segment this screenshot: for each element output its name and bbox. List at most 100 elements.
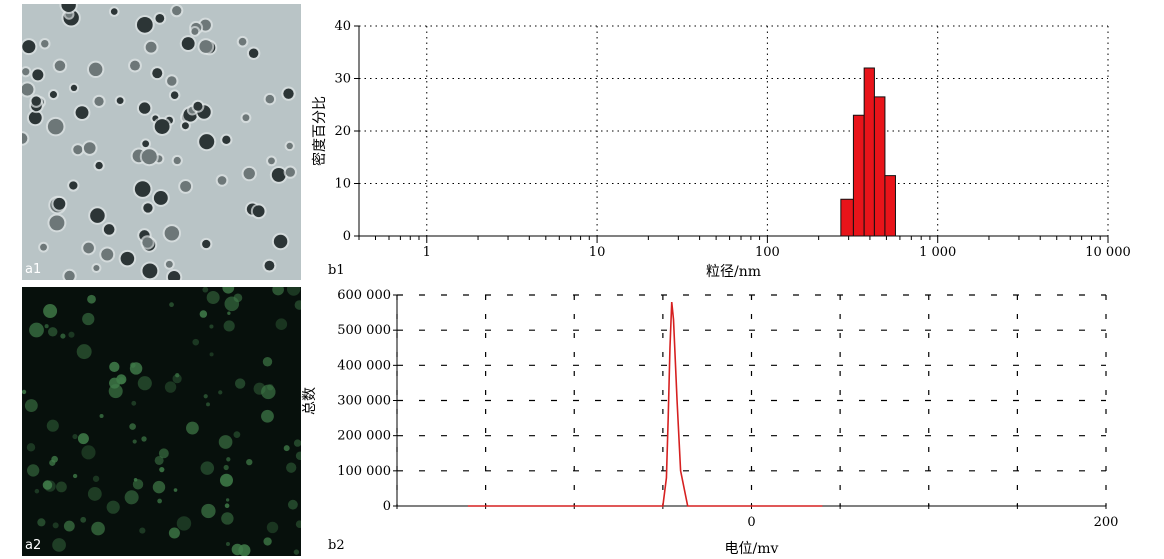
fluorescent-particle bbox=[132, 439, 137, 444]
cell bbox=[142, 237, 153, 248]
panel-tag-a1: a1 bbox=[25, 262, 42, 277]
fluorescent-particle bbox=[159, 467, 165, 473]
cell bbox=[152, 68, 163, 79]
zeta-series-line bbox=[467, 301, 823, 507]
cell bbox=[75, 106, 89, 120]
cell bbox=[64, 270, 75, 280]
y-tick-label: 600 000 bbox=[337, 288, 391, 303]
cell bbox=[173, 156, 181, 165]
y-tick-label: 300 000 bbox=[337, 394, 391, 409]
fluorescent-particle bbox=[29, 322, 44, 338]
cell bbox=[248, 48, 259, 58]
fluorescent-particle bbox=[261, 384, 276, 400]
cell bbox=[49, 91, 57, 99]
fluorescent-particle bbox=[224, 503, 230, 509]
cell bbox=[61, 4, 76, 13]
fluorescent-particle bbox=[209, 352, 214, 357]
cell bbox=[94, 96, 104, 106]
cell bbox=[22, 133, 28, 144]
fluorescent-particle bbox=[92, 475, 100, 482]
fluorescent-particle bbox=[24, 399, 38, 412]
fluorescent-particle bbox=[129, 423, 136, 430]
fluorescent-particle bbox=[263, 537, 272, 546]
micrograph-brightfield-image bbox=[22, 4, 297, 280]
fluorescent-particle bbox=[283, 445, 290, 452]
x-tick-label: 100 bbox=[755, 245, 780, 260]
fluorescent-particle bbox=[234, 378, 246, 389]
cell bbox=[181, 122, 189, 130]
fluorescent-particle bbox=[223, 464, 229, 471]
fluorescent-particle bbox=[209, 324, 214, 329]
cell bbox=[170, 91, 179, 99]
fluorescent-particle bbox=[152, 480, 166, 494]
cell bbox=[153, 191, 168, 205]
fluorescent-particle bbox=[139, 527, 146, 534]
cell bbox=[54, 60, 66, 72]
cell bbox=[53, 197, 66, 210]
fluorescent-particle bbox=[26, 443, 36, 452]
fluorescent-particle bbox=[224, 296, 240, 312]
fluorescent-particle bbox=[164, 381, 177, 393]
cell bbox=[22, 40, 36, 54]
fluorescent-particle bbox=[201, 503, 216, 519]
fluorescent-particle bbox=[202, 287, 209, 293]
cell bbox=[32, 69, 44, 81]
fluorescent-particle bbox=[225, 541, 230, 546]
cell bbox=[268, 157, 275, 165]
fluorescent-particle bbox=[223, 320, 235, 332]
fluorescent-particle bbox=[42, 480, 53, 490]
cell bbox=[90, 208, 105, 223]
cell bbox=[28, 111, 42, 125]
fluorescent-particle bbox=[76, 344, 92, 360]
fluorescent-particle bbox=[132, 479, 144, 490]
cell bbox=[165, 260, 173, 268]
panel-tag-b2: b2 bbox=[328, 538, 345, 553]
fluorescent-particle bbox=[221, 512, 234, 525]
cell bbox=[222, 135, 231, 144]
fluorescent-particle bbox=[63, 520, 75, 532]
fluorescent-particle bbox=[192, 338, 200, 346]
fluorescent-particle bbox=[238, 544, 251, 556]
cell bbox=[265, 94, 275, 104]
fluorescent-particle bbox=[87, 486, 102, 501]
fluorescent-particle bbox=[124, 490, 139, 505]
fluorescent-particle bbox=[99, 413, 104, 419]
zeta-potential-chart: 0 100 000 200 000 300 000 400 000 500 000 600 … bbox=[302, 288, 1118, 557]
fluorescent-particle bbox=[173, 488, 178, 492]
fluorescent-particle bbox=[206, 290, 220, 304]
fluorescent-particle bbox=[169, 302, 174, 308]
fluorescent-particle bbox=[168, 527, 180, 539]
y-tick-label: 500 000 bbox=[337, 323, 391, 338]
cell bbox=[134, 181, 151, 197]
cell bbox=[70, 84, 78, 92]
cell bbox=[238, 37, 247, 46]
fluorescent-particle bbox=[227, 311, 231, 315]
cell bbox=[264, 260, 275, 271]
cell bbox=[180, 180, 192, 192]
fluorescent-particle bbox=[246, 458, 253, 466]
cell bbox=[95, 161, 103, 170]
cell bbox=[31, 96, 41, 106]
fluorescent-particle bbox=[52, 522, 59, 529]
cell bbox=[283, 88, 294, 99]
y-tick-label: 20 bbox=[334, 124, 351, 139]
cell bbox=[142, 140, 150, 148]
fluorescent-particle bbox=[176, 516, 192, 531]
y-tick-label: 0 bbox=[343, 229, 351, 244]
fluorescent-particle bbox=[275, 318, 288, 330]
fluorescent-particle bbox=[87, 294, 96, 304]
cell bbox=[142, 263, 158, 279]
cell bbox=[252, 205, 265, 218]
fluorescent-particle bbox=[82, 312, 95, 326]
x-tick-label: 0 bbox=[747, 515, 755, 530]
cell bbox=[167, 271, 181, 280]
cell bbox=[22, 68, 30, 76]
fluorescent-particle bbox=[203, 394, 208, 399]
cell bbox=[199, 40, 213, 53]
x-tick-label: 1 000 bbox=[919, 245, 956, 260]
fluorescent-particle bbox=[186, 421, 199, 435]
histogram-bar bbox=[884, 175, 896, 237]
cell bbox=[202, 239, 211, 249]
fluorescent-particle bbox=[200, 461, 215, 475]
x-tick-label: 1 bbox=[423, 245, 431, 260]
